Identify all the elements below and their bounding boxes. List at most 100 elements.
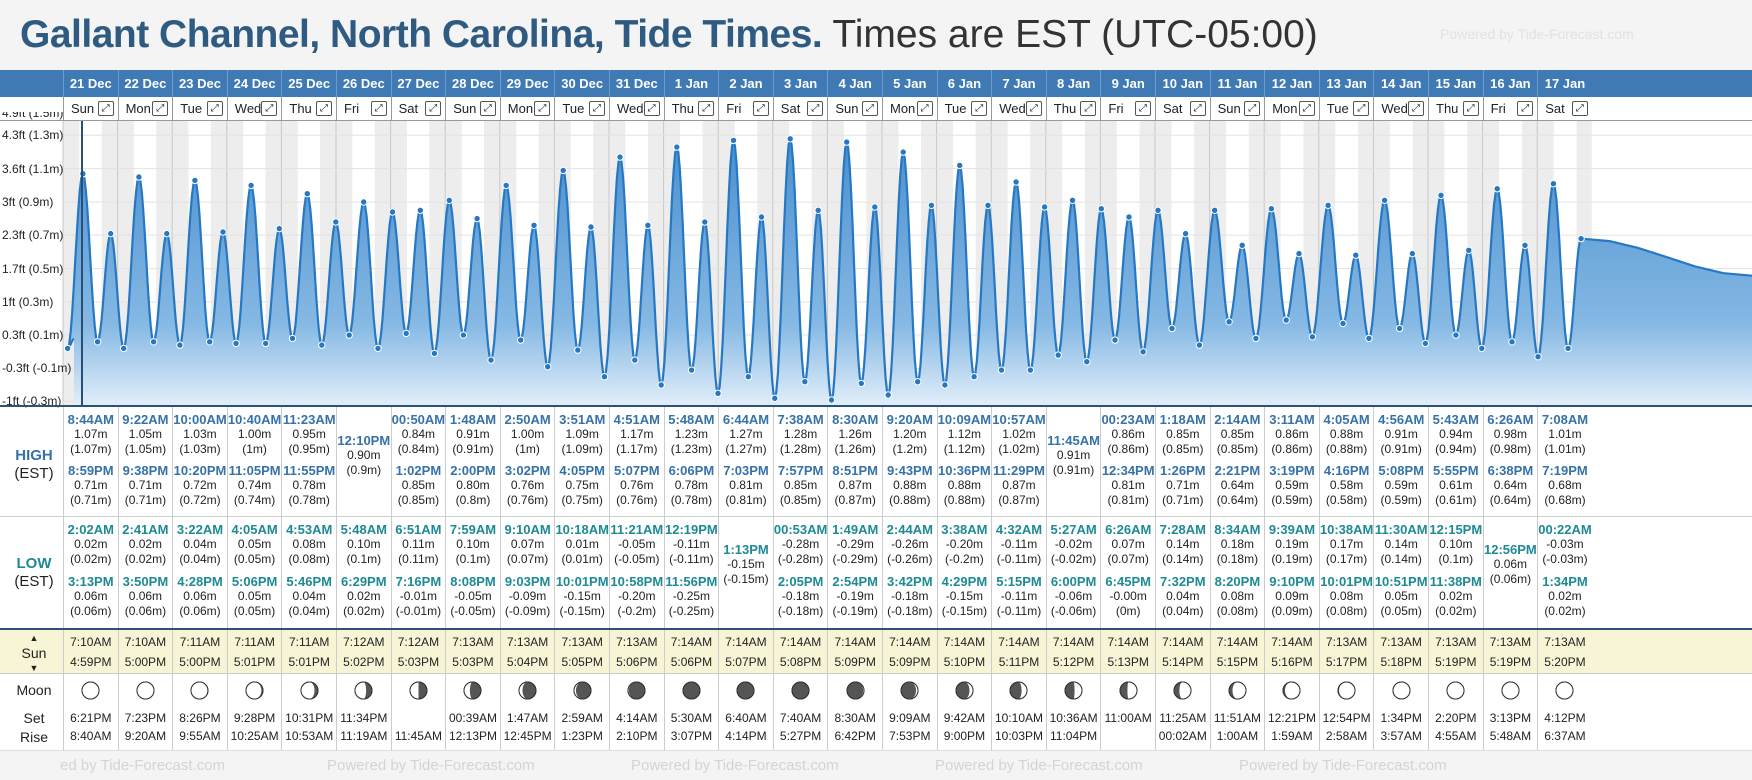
tide-point[interactable] xyxy=(318,341,326,349)
tide-point[interactable] xyxy=(191,176,199,185)
tide-point[interactable] xyxy=(135,173,143,181)
expand-icon[interactable]: ⤢ xyxy=(916,101,933,116)
tide-point[interactable] xyxy=(430,349,439,358)
tide-point[interactable] xyxy=(1452,331,1460,339)
tide-point[interactable] xyxy=(544,363,552,371)
expand-icon[interactable]: ⤢ xyxy=(1080,101,1097,116)
tide-point[interactable] xyxy=(1493,185,1501,193)
expand-icon[interactable]: ⤢ xyxy=(1571,101,1588,116)
tide-point[interactable] xyxy=(899,148,907,156)
tide-point[interactable] xyxy=(786,135,794,143)
expand-icon[interactable]: ⤢ xyxy=(588,101,605,116)
tide-point[interactable] xyxy=(1225,318,1233,326)
tide-point[interactable] xyxy=(1026,366,1035,374)
expand-icon[interactable]: ⤢ xyxy=(1462,101,1479,116)
powered-by-watermark[interactable]: Powered by Tide-Forecast.com xyxy=(1440,26,1634,42)
expand-icon[interactable]: ⤢ xyxy=(1517,101,1534,116)
tide-point[interactable] xyxy=(1437,191,1445,200)
expand-icon[interactable]: ⤢ xyxy=(643,101,660,116)
tide-point[interactable] xyxy=(871,203,879,211)
tide-point[interactable] xyxy=(1267,205,1276,213)
tide-point[interactable] xyxy=(1380,196,1389,205)
tide-point[interactable] xyxy=(701,218,709,226)
tide-point[interactable] xyxy=(530,221,538,230)
tide-point[interactable] xyxy=(1083,358,1091,366)
tide-point[interactable] xyxy=(600,373,609,381)
expand-icon[interactable]: ⤢ xyxy=(1189,101,1206,116)
footer-powered-partial[interactable]: ed by Tide-Forecast.com xyxy=(60,757,226,774)
tide-point[interactable] xyxy=(757,213,766,221)
tide-point[interactable] xyxy=(1465,246,1473,255)
tide-point[interactable] xyxy=(1111,336,1119,344)
expand-icon[interactable]: ⤢ xyxy=(97,101,114,116)
tide-point[interactable] xyxy=(1295,249,1303,258)
tide-point[interactable] xyxy=(459,331,468,339)
tide-point[interactable] xyxy=(416,206,424,215)
tide-point[interactable] xyxy=(1408,249,1417,258)
tide-point[interactable] xyxy=(149,338,158,346)
tide-point[interactable] xyxy=(219,228,227,236)
tide-point[interactable] xyxy=(827,396,836,404)
tide-point[interactable] xyxy=(914,378,922,386)
tide-point[interactable] xyxy=(857,379,865,388)
tide-point[interactable] xyxy=(814,206,822,215)
tide-point[interactable] xyxy=(884,391,892,399)
tide-point[interactable] xyxy=(1352,251,1360,259)
tide-point[interactable] xyxy=(1125,213,1133,221)
tide-point[interactable] xyxy=(1395,324,1404,333)
footer-powered-2[interactable]: Powered by Tide-Forecast.com xyxy=(631,757,839,774)
tide-point[interactable] xyxy=(262,339,270,348)
tide-point[interactable] xyxy=(771,394,779,402)
expand-icon[interactable]: ⤢ xyxy=(1407,101,1424,116)
expand-icon[interactable]: ⤢ xyxy=(1298,101,1315,116)
tide-point[interactable] xyxy=(1040,203,1049,211)
expand-icon[interactable]: ⤢ xyxy=(861,101,878,116)
tide-point[interactable] xyxy=(1521,241,1529,250)
tide-point[interactable] xyxy=(1324,201,1332,210)
tide-point[interactable] xyxy=(1549,180,1558,188)
tide-point[interactable] xyxy=(163,229,171,238)
tide-point[interactable] xyxy=(1478,344,1486,353)
tide-point[interactable] xyxy=(1238,241,1246,250)
tide-point[interactable] xyxy=(1339,319,1347,328)
expand-icon[interactable]: ⤢ xyxy=(370,101,387,116)
tide-point[interactable] xyxy=(673,143,681,151)
tide-point[interactable] xyxy=(1211,206,1219,215)
tide-point[interactable] xyxy=(616,153,624,161)
expand-icon[interactable]: ⤢ xyxy=(971,101,988,116)
tide-point[interactable] xyxy=(644,221,652,230)
footer-powered-1[interactable]: Powered by Tide-Forecast.com xyxy=(327,757,535,774)
tide-point[interactable] xyxy=(1154,206,1162,215)
footer-powered-3[interactable]: Powered by Tide-Forecast.com xyxy=(935,757,1143,774)
expand-icon[interactable]: ⤢ xyxy=(425,101,442,116)
tide-point[interactable] xyxy=(206,338,214,346)
expand-icon[interactable]: ⤢ xyxy=(152,101,169,116)
tide-point[interactable] xyxy=(574,346,582,354)
tide-point[interactable] xyxy=(1421,339,1430,348)
expand-icon[interactable]: ⤢ xyxy=(1134,101,1151,116)
expand-icon[interactable]: ⤢ xyxy=(1025,101,1042,116)
tide-point[interactable] xyxy=(744,373,752,381)
tide-point[interactable] xyxy=(1012,178,1020,186)
tide-point[interactable] xyxy=(1068,196,1077,205)
tide-point[interactable] xyxy=(388,208,397,216)
tide-point[interactable] xyxy=(402,329,410,338)
tide-point[interactable] xyxy=(657,381,665,389)
expand-icon[interactable]: ⤢ xyxy=(752,101,769,116)
tide-point[interactable] xyxy=(984,201,992,210)
expand-icon[interactable]: ⤢ xyxy=(1244,101,1261,116)
tide-point[interactable] xyxy=(714,389,722,397)
tide-point[interactable] xyxy=(445,196,453,205)
tide-point[interactable] xyxy=(1097,205,1106,213)
tide-point[interactable] xyxy=(559,166,567,175)
tide-point[interactable] xyxy=(487,356,495,364)
tide-point[interactable] xyxy=(1168,324,1176,333)
tide-point[interactable] xyxy=(1577,234,1585,243)
tide-point[interactable] xyxy=(956,161,964,170)
tide-point[interactable] xyxy=(374,344,382,353)
tide-point[interactable] xyxy=(941,381,949,389)
tide-point[interactable] xyxy=(970,373,978,381)
tide-point[interactable] xyxy=(1508,338,1516,346)
tide-point[interactable] xyxy=(729,136,738,145)
tide-point[interactable] xyxy=(1308,333,1317,341)
